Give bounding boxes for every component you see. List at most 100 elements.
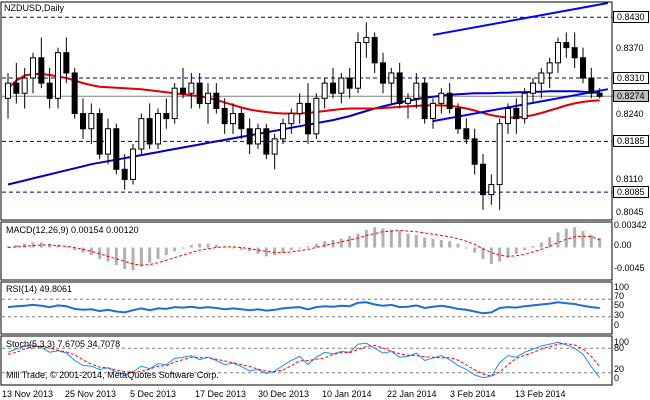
bull-candle bbox=[30, 57, 36, 79]
price-level-lines bbox=[2, 16, 612, 193]
bear-candle bbox=[596, 92, 603, 97]
bear-candle bbox=[71, 72, 78, 115]
macd-histogram-bar bbox=[439, 239, 443, 248]
panel-frame bbox=[0, 1, 613, 221]
macd-histogram-bar bbox=[389, 229, 393, 248]
stoch-tick-20: 20 bbox=[614, 364, 625, 374]
bear-candle bbox=[113, 128, 120, 170]
macd-histogram-bar bbox=[539, 242, 543, 248]
price-axis-label: 0.8310 bbox=[613, 72, 649, 85]
bear-candle bbox=[146, 118, 153, 145]
macd-histogram-bar bbox=[381, 228, 385, 248]
macd-histogram-bar bbox=[314, 243, 318, 248]
panel-frame bbox=[0, 281, 613, 335]
trend-channel bbox=[432, 2, 609, 123]
bull-candle bbox=[138, 118, 145, 150]
bear-candle bbox=[563, 42, 570, 49]
macd-histogram-bar bbox=[506, 247, 510, 258]
macd-histogram-bar bbox=[339, 238, 343, 248]
rsi-tick-0: 0 bbox=[614, 320, 620, 330]
macd-histogram-bar bbox=[114, 247, 118, 266]
macd-histogram-bar bbox=[106, 247, 110, 262]
macd-histogram-bar bbox=[248, 247, 252, 252]
bear-candle bbox=[588, 77, 595, 94]
macd-histogram-bar bbox=[581, 231, 585, 248]
bull-candle bbox=[296, 102, 303, 115]
bear-candle bbox=[446, 92, 453, 109]
macd-histogram-bar bbox=[564, 228, 568, 248]
macd-histogram-bar bbox=[181, 247, 185, 249]
macd-histogram-bar bbox=[14, 244, 18, 248]
stoch-tick-0: 0 bbox=[614, 373, 620, 383]
bear-candle bbox=[463, 128, 470, 140]
macd-histogram-bar bbox=[598, 238, 602, 248]
macd-histogram-bar bbox=[573, 227, 577, 248]
time-axis-label: 13 Feb 2014 bbox=[515, 389, 566, 399]
bear-candle bbox=[96, 113, 103, 155]
macd-plot bbox=[6, 227, 602, 271]
time-axis-label: 17 Dec 2013 bbox=[195, 389, 247, 399]
macd-histogram-bar bbox=[73, 247, 77, 251]
macd-histogram-bar bbox=[464, 247, 468, 249]
macd-histogram-bar bbox=[48, 243, 52, 248]
bull-candle bbox=[488, 184, 495, 196]
macd-histogram-bar bbox=[123, 247, 127, 270]
bull-candle bbox=[288, 113, 295, 125]
stoch-tick-80: 80 bbox=[614, 343, 625, 353]
bear-candle bbox=[121, 168, 128, 180]
macd-histogram-bar bbox=[239, 247, 243, 251]
macd-histogram-bar bbox=[256, 247, 260, 254]
time-axis-label: 13 Nov 2013 bbox=[2, 389, 54, 399]
time-axis-label: 25 Nov 2013 bbox=[65, 389, 117, 399]
bull-candle bbox=[546, 62, 553, 74]
bull-candle bbox=[496, 123, 503, 186]
macd-tick-bottom: -0.0045 bbox=[614, 263, 645, 273]
bear-candle bbox=[213, 92, 220, 109]
bear-candle bbox=[371, 36, 378, 64]
macd-histogram-bar bbox=[414, 234, 418, 248]
macd-tick-zero: 0.00 bbox=[614, 240, 632, 250]
bear-candle bbox=[38, 57, 45, 84]
macd-histogram-bar bbox=[264, 247, 268, 257]
stoch-plot bbox=[2, 341, 612, 379]
bull-candle bbox=[405, 97, 411, 104]
price-axis-label: 0.8110 bbox=[616, 174, 643, 185]
stoch-signal-line bbox=[7, 343, 601, 377]
stoch-label: Stoch(5,3,3) 7.6705 34.7078 bbox=[6, 339, 121, 349]
bear-candle bbox=[480, 163, 486, 196]
macd-tick-top: 0.00342 bbox=[614, 220, 647, 230]
macd-histogram-bar bbox=[481, 247, 485, 259]
macd-histogram-bar bbox=[531, 246, 535, 248]
macd-histogram-bar bbox=[139, 247, 143, 267]
bear-candle bbox=[263, 128, 270, 155]
bull-candle bbox=[321, 82, 328, 99]
bull-candle bbox=[55, 52, 61, 99]
ma-blue-line bbox=[7, 90, 600, 186]
time-axis-label: 22 Jan 2014 bbox=[387, 389, 437, 399]
price-axis-label: 0.8045 bbox=[616, 207, 644, 218]
macd-histogram-bar bbox=[473, 247, 477, 253]
bear-candle bbox=[471, 138, 478, 165]
macd-histogram-bar bbox=[6, 246, 10, 248]
macd-histogram-bar bbox=[456, 243, 460, 248]
bull-candle bbox=[255, 128, 261, 145]
macd-histogram-bar bbox=[89, 247, 93, 256]
rsi-plot bbox=[2, 298, 612, 318]
macd-histogram-bar bbox=[523, 247, 527, 251]
macd-histogram-bar bbox=[556, 232, 560, 248]
bear-candle bbox=[46, 82, 53, 99]
macd-histogram-bar bbox=[56, 244, 60, 248]
panel-frame bbox=[0, 221, 613, 281]
macd-histogram-bar bbox=[356, 233, 360, 248]
bear-candle bbox=[163, 113, 170, 120]
macd-histogram-bar bbox=[448, 241, 452, 248]
bear-candle bbox=[380, 62, 386, 84]
rsi-tick-70: 70 bbox=[614, 291, 625, 301]
bull-candle bbox=[230, 113, 236, 125]
moving-averages bbox=[7, 73, 600, 186]
macd-histogram-bar bbox=[373, 227, 377, 248]
macd-histogram-bar bbox=[289, 247, 293, 251]
rsi-tick-50: 50 bbox=[614, 300, 625, 310]
bull-candle bbox=[338, 77, 345, 94]
macd-histogram-bar bbox=[189, 244, 193, 248]
